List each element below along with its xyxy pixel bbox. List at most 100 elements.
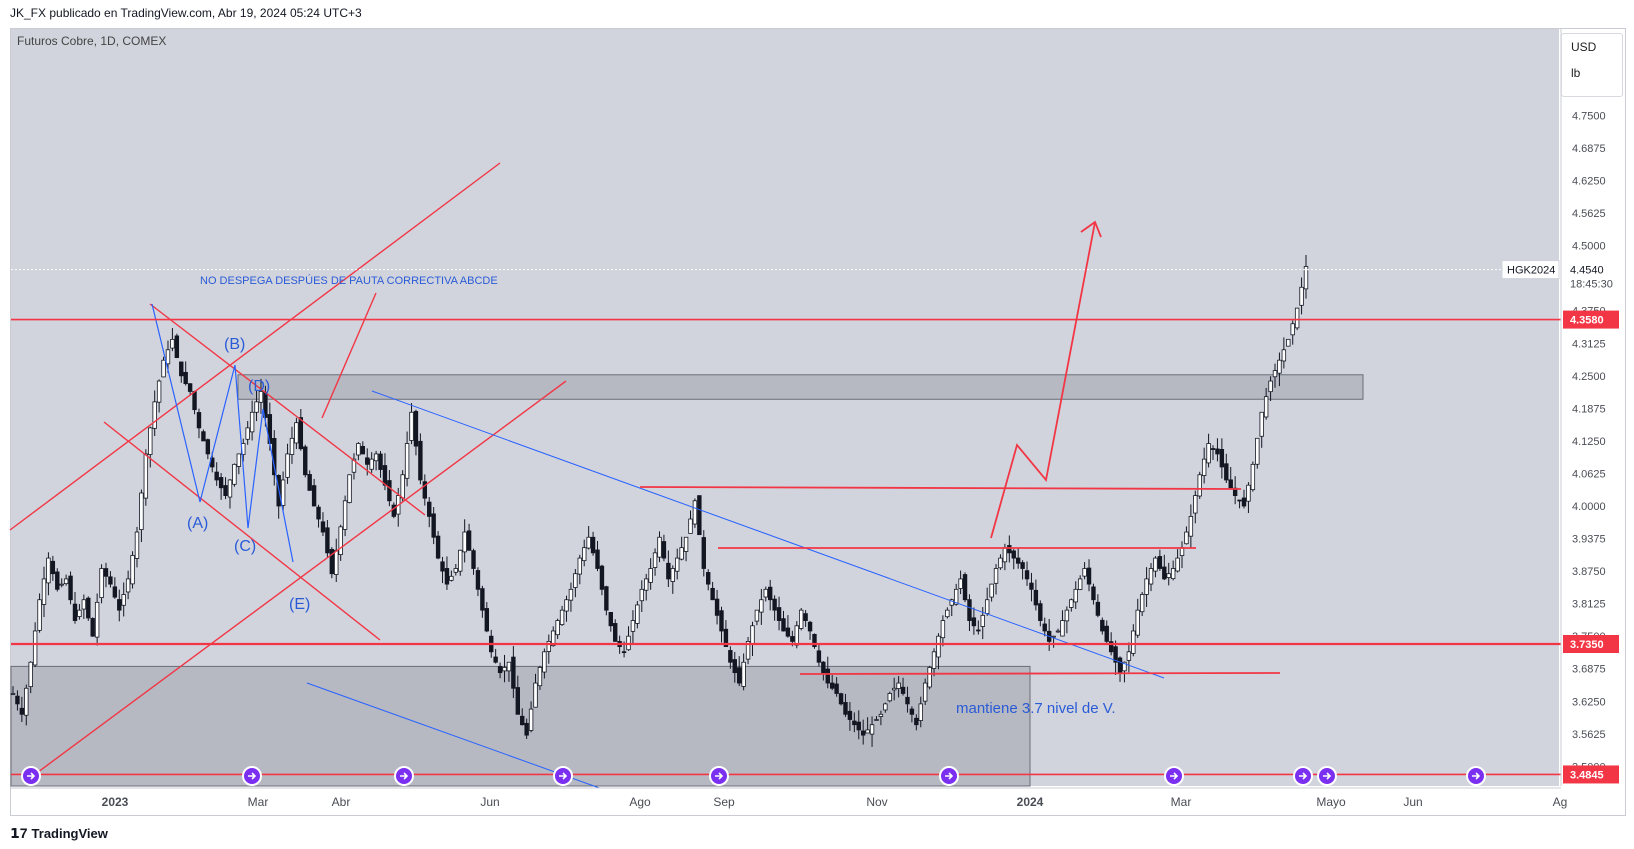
- candle-body: [187, 383, 193, 392]
- candle-body: [1210, 448, 1216, 450]
- candle-body: [891, 687, 897, 691]
- y-axis-tick-label: 3.8125: [1572, 599, 1606, 611]
- event-marker-glyph: [1170, 772, 1179, 780]
- projection-arrow-line: [990, 221, 1096, 539]
- candle-body: [108, 576, 113, 585]
- support-zone: [10, 665, 1031, 787]
- candle-body: [183, 371, 188, 385]
- y-axis-tick-label: 4.2500: [1572, 371, 1606, 383]
- tradingview-logo[interactable]: 𝟭7 TradingView: [10, 825, 108, 842]
- candle-body: [1064, 609, 1070, 622]
- candle-body: [444, 568, 450, 585]
- contract-roll-icon[interactable]: [394, 766, 414, 786]
- candle-body: [993, 568, 999, 584]
- candle-body: [427, 501, 432, 517]
- candle-body: [520, 715, 525, 726]
- candle-body: [1038, 603, 1043, 621]
- pattern-note: NO DESPEGA DESPÚES DE PAUTA CORRECTIVA A…: [200, 275, 498, 287]
- candle-body: [555, 620, 560, 636]
- contract-roll-icon[interactable]: [21, 766, 41, 786]
- candle-body: [537, 667, 543, 687]
- candle-body: [613, 623, 618, 642]
- candle-body: [599, 565, 605, 590]
- candle-body: [905, 696, 910, 705]
- candle-body: [1197, 474, 1202, 497]
- candle-body: [825, 668, 830, 684]
- candle-body: [471, 550, 476, 569]
- candle-body: [223, 485, 228, 496]
- contract-roll-icon[interactable]: [1164, 766, 1184, 786]
- candle-body: [475, 570, 481, 590]
- dividend-event-icon[interactable]: [1293, 766, 1313, 786]
- price-level-tag-label: 4.3580: [1570, 315, 1604, 327]
- candle-body: [568, 588, 574, 601]
- candle-body: [976, 629, 981, 632]
- candle-body: [1126, 651, 1132, 661]
- candle-body: [391, 504, 397, 517]
- drawings-layer: [9, 162, 1281, 791]
- candle-body: [515, 687, 521, 715]
- price-unit[interactable]: lb: [1571, 66, 1581, 80]
- candle-body: [869, 724, 875, 735]
- candle-body: [1170, 568, 1176, 580]
- candle-body: [1162, 566, 1167, 580]
- candle-body: [280, 479, 286, 506]
- plot-background: [11, 29, 1559, 786]
- candle-body: [1157, 556, 1163, 569]
- y-axis: 4.75004.68754.62504.56254.50004.37504.31…: [1501, 29, 1624, 786]
- event-marker-glyph: [248, 772, 257, 780]
- candle-body: [338, 526, 343, 555]
- candle-body: [382, 465, 388, 486]
- candle-body: [803, 613, 808, 621]
- candle-body: [24, 687, 29, 716]
- candle-body: [768, 586, 773, 601]
- candle-body: [1082, 568, 1087, 577]
- candle-body: [50, 560, 56, 575]
- candle-body: [648, 568, 653, 583]
- candle-body: [1184, 531, 1189, 545]
- candle-body: [1259, 411, 1264, 437]
- event-marker-glyph: [1299, 772, 1308, 780]
- candle-body: [635, 604, 640, 624]
- candle-body: [298, 417, 304, 450]
- contract-roll-icon[interactable]: [1317, 766, 1337, 786]
- candle-body: [785, 627, 791, 637]
- candle-body: [227, 479, 233, 498]
- contract-roll-icon[interactable]: [939, 766, 959, 786]
- contract-roll-icon[interactable]: [242, 766, 262, 786]
- candle-body: [608, 612, 613, 627]
- candle-body: [723, 628, 729, 648]
- y-axis-tick-label: 4.5625: [1572, 208, 1606, 220]
- candle-body: [55, 571, 60, 590]
- candle-body: [1201, 458, 1207, 476]
- candle-body: [329, 549, 335, 575]
- candle-body: [506, 661, 512, 672]
- candle-body: [10, 693, 16, 695]
- candle-body: [1024, 570, 1030, 580]
- candle-body: [1175, 557, 1180, 572]
- y-axis-tick-label: 4.6250: [1572, 176, 1606, 188]
- candle-body: [644, 578, 649, 591]
- contract-roll-icon[interactable]: [553, 766, 573, 786]
- candle-body: [1007, 545, 1012, 554]
- contract-roll-icon[interactable]: [709, 766, 729, 786]
- candle-body: [551, 630, 556, 647]
- candle-body: [347, 474, 352, 503]
- candle-body: [130, 555, 135, 585]
- publish-header: JK_FX publicado en TradingView.com, Abr …: [10, 6, 362, 20]
- candle-body: [657, 536, 662, 558]
- candle-body: [533, 682, 538, 708]
- candle-body: [945, 609, 950, 618]
- event-marker-glyph: [715, 772, 724, 780]
- axis-units-box[interactable]: USD lb: [1561, 33, 1623, 97]
- candle-body: [847, 710, 853, 720]
- event-marker-glyph: [1472, 772, 1481, 780]
- contract-roll-icon[interactable]: [1466, 766, 1486, 786]
- candle-body: [834, 683, 839, 694]
- candle-body: [604, 586, 609, 611]
- candle-body: [196, 412, 202, 429]
- currency-unit[interactable]: USD: [1571, 40, 1597, 54]
- last-price-label: 4.4540: [1570, 265, 1604, 277]
- candle-body: [480, 588, 485, 611]
